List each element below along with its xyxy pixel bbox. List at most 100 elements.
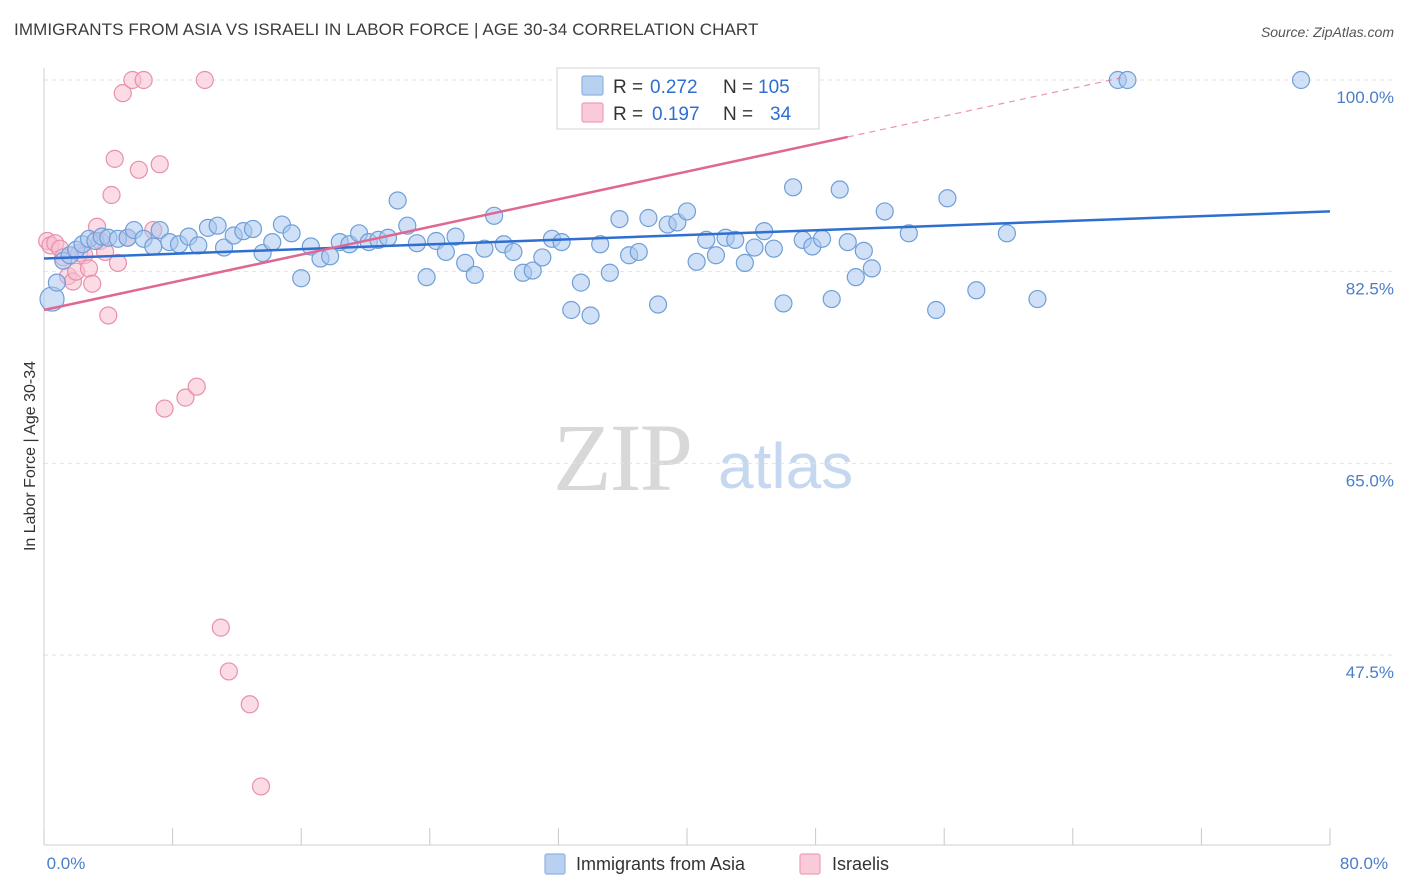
legend-r-label-2: R =: [613, 104, 643, 125]
asia-point: [417, 268, 436, 287]
asia-point: [523, 261, 542, 280]
watermark: ZIP atlas: [553, 404, 853, 511]
asia-point: [436, 242, 455, 262]
israelis-point: [129, 160, 148, 179]
trend-lines: [43, 77, 1331, 312]
y-tick-label: 65.0%: [1346, 471, 1394, 490]
israelis-point: [187, 377, 206, 396]
asia-point: [144, 237, 163, 256]
asia-point: [1291, 70, 1311, 90]
asia-point: [600, 263, 619, 282]
asia-point: [764, 239, 783, 258]
israelis-point: [79, 259, 99, 278]
israelis-point: [105, 149, 124, 168]
asia-point: [735, 253, 754, 273]
asia-point: [822, 289, 841, 309]
israelis-point: [211, 618, 230, 637]
asia-point: [533, 248, 552, 267]
israelis-points: [38, 70, 271, 796]
asia-points: [39, 70, 1311, 325]
trend-line-asia: [43, 210, 1331, 260]
bottom-legend-swatch-asia: [544, 853, 566, 875]
y-axis-label: In Labor Force | Age 30-34: [22, 361, 39, 551]
asia-point: [726, 230, 745, 250]
asia-point: [629, 242, 648, 262]
bottom-legend-swatch-israelis: [799, 853, 821, 875]
gridlines: [44, 79, 1394, 656]
x-tick-label-max: 80.0%: [1340, 854, 1388, 873]
asia-point: [706, 246, 726, 265]
israelis-point: [155, 399, 174, 418]
y-tick-label: 100.0%: [1336, 88, 1394, 107]
asia-point: [591, 235, 610, 254]
israelis-point: [113, 84, 132, 103]
legend-swatch-pink: [581, 102, 604, 123]
asia-point: [1118, 70, 1137, 90]
bottom-legend-label-asia: Immigrants from Asia: [576, 854, 746, 874]
asia-point: [997, 224, 1016, 243]
israelis-point: [99, 306, 118, 325]
israelis-point: [102, 185, 121, 205]
asia-point: [774, 294, 793, 313]
asia-point: [830, 180, 849, 199]
asia-point: [485, 206, 504, 225]
x-ticks: [43, 828, 1331, 845]
trend-line-israelis-extension: [847, 77, 1122, 138]
asia-point: [838, 232, 857, 252]
legend-r-label-1: R =: [613, 77, 643, 98]
asia-point: [581, 306, 600, 325]
asia-point: [571, 273, 591, 292]
asia-point: [243, 219, 263, 239]
asia-point: [562, 300, 581, 320]
israelis-point: [240, 695, 259, 714]
asia-point: [687, 252, 706, 271]
source-label: Source: ZipAtlas.com: [1260, 24, 1394, 40]
asia-point: [1028, 289, 1047, 309]
asia-point: [388, 191, 407, 210]
asia-point: [263, 232, 282, 252]
israelis-point: [150, 155, 169, 174]
asia-point: [639, 208, 658, 228]
legend-swatch-blue: [581, 75, 604, 96]
asia-point: [150, 220, 169, 240]
asia-point: [967, 281, 986, 300]
legend-r-value-2: 0.197: [652, 104, 700, 125]
israelis-point: [83, 274, 102, 293]
x-tick-label-min: 0.0%: [47, 854, 86, 873]
asia-point: [208, 216, 227, 235]
asia-point: [552, 232, 571, 252]
asia-point: [446, 227, 465, 246]
legend-box: R = 0.272 N = 105 R = 0.197 N = 34: [556, 67, 820, 130]
asia-point: [846, 268, 865, 287]
asia-point: [282, 224, 301, 243]
israelis-point: [195, 70, 214, 90]
bottom-legend-label-israelis: Israelis: [832, 854, 889, 874]
israelis-point: [176, 388, 195, 407]
asia-point: [610, 209, 629, 229]
asia-point: [504, 242, 523, 262]
asia-point: [475, 239, 494, 258]
israelis-point: [219, 662, 238, 681]
israelis-point: [251, 777, 271, 796]
asia-point: [677, 202, 697, 221]
y-tick-labels: 47.5% 65.0% 82.5% 100.0%: [1336, 88, 1394, 682]
asia-point: [465, 265, 484, 285]
asia-point: [407, 234, 427, 253]
israelis-point: [134, 70, 153, 90]
y-tick-label: 47.5%: [1346, 663, 1394, 682]
asia-point: [189, 236, 208, 255]
y-tick-label: 82.5%: [1346, 280, 1394, 299]
asia-point: [456, 253, 475, 273]
bottom-legend: Immigrants from Asia Israelis: [544, 853, 889, 875]
asia-point: [648, 295, 668, 314]
israelis-point: [108, 253, 128, 273]
chart-title: IMMIGRANTS FROM ASIA VS ISRAELI IN LABOR…: [14, 20, 759, 39]
asia-point: [927, 300, 946, 320]
asia-point: [745, 238, 764, 257]
asia-point: [47, 273, 66, 292]
watermark-atlas: atlas: [718, 430, 853, 502]
asia-point: [854, 241, 873, 260]
asia-point: [862, 259, 881, 278]
trend-line-israelis: [43, 135, 849, 312]
